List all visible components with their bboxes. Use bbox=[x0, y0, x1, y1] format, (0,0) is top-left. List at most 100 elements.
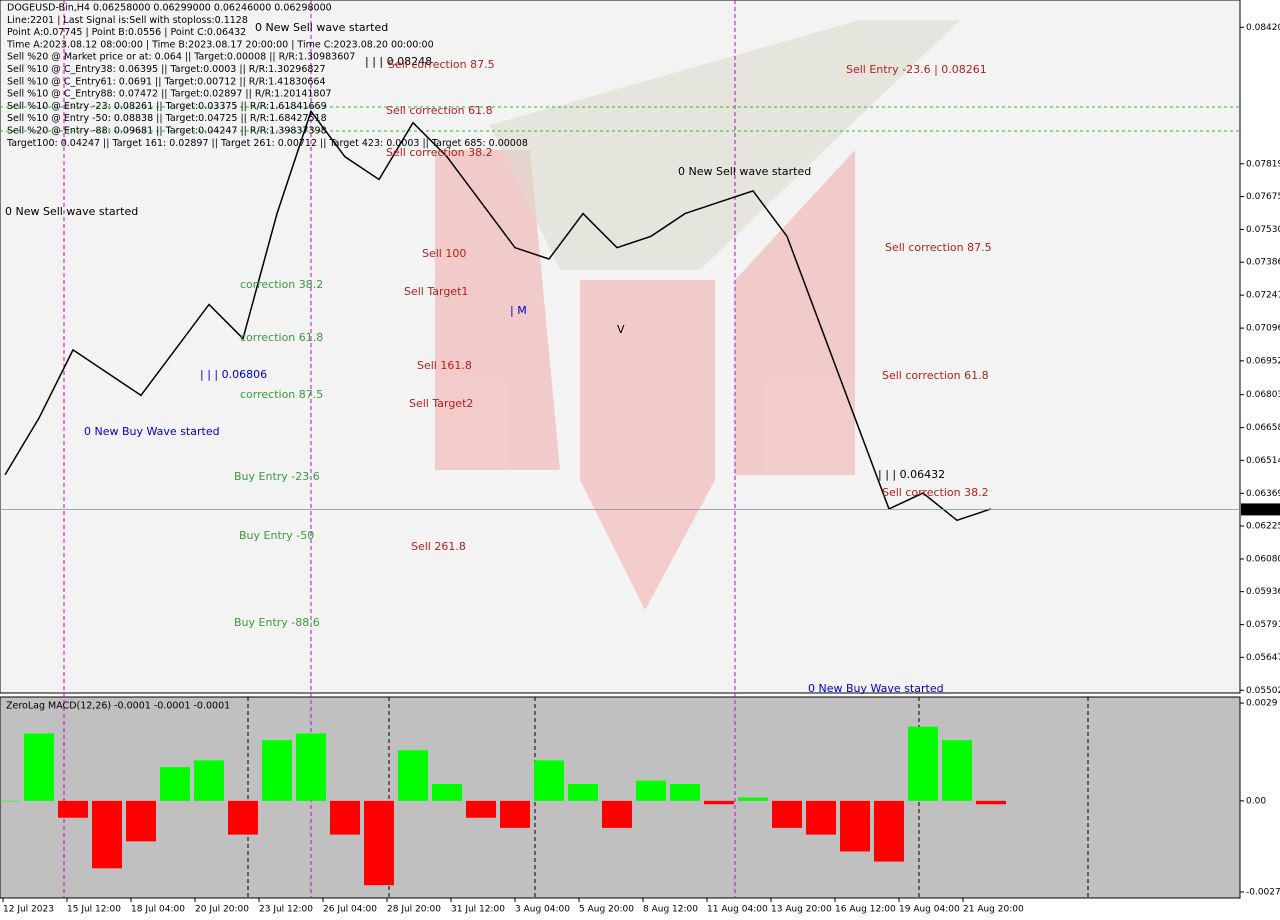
macd-bar bbox=[58, 800, 88, 818]
macd-bar bbox=[602, 800, 632, 828]
y-tick-label: 0.06514 bbox=[1246, 456, 1280, 466]
y-tick-label: 0.00 bbox=[1246, 796, 1266, 806]
x-tick-label: 28 Jul 20:00 bbox=[387, 905, 441, 915]
y-tick-label: 0.07241 bbox=[1246, 291, 1280, 301]
info-line: Point A:0.07745 | Point B:0.0556 | Point… bbox=[7, 27, 246, 38]
y-tick-label: 0.06080 bbox=[1246, 554, 1280, 564]
y-tick-label: 0.07530 bbox=[1246, 225, 1280, 235]
y-tick-label: 0.05936 bbox=[1246, 587, 1280, 597]
watermark-shape bbox=[490, 20, 960, 270]
annotation: Buy Entry -23.6 bbox=[234, 470, 320, 483]
y-tick-label: 0.06952 bbox=[1246, 356, 1280, 366]
annotation: Sell correction 87.5 bbox=[388, 58, 495, 71]
current-price-box bbox=[1241, 503, 1280, 516]
macd-bar bbox=[126, 800, 156, 842]
macd-bar bbox=[942, 740, 972, 801]
x-tick-label: 12 Jul 2023 bbox=[3, 905, 54, 915]
macd-bar bbox=[398, 750, 428, 801]
macd-title: ZeroLag MACD(12,26) -0.0001 -0.0001 -0.0… bbox=[6, 701, 230, 712]
watermark-shape bbox=[580, 280, 715, 610]
annotation: Sell 161.8 bbox=[417, 359, 472, 372]
x-tick-label: 19 Aug 04:00 bbox=[899, 905, 960, 915]
price-panel bbox=[0, 0, 1241, 694]
info-line: Time A:2023.08.12 08:00:00 | Time B:2023… bbox=[6, 39, 434, 50]
macd-bar bbox=[92, 800, 122, 869]
annotation: Buy Entry -88.6 bbox=[234, 616, 320, 629]
macd-bar bbox=[738, 797, 768, 801]
watermark-shape bbox=[435, 150, 560, 470]
y-tick-label: 0.07675 bbox=[1246, 192, 1280, 202]
annotation: 0 New Buy Wave started bbox=[84, 425, 220, 438]
y-tick-label: 0.06225 bbox=[1246, 521, 1280, 531]
x-tick-label: 3 Aug 04:00 bbox=[515, 905, 570, 915]
macd-bar bbox=[636, 780, 666, 801]
y-tick-label: 0.05502 bbox=[1246, 686, 1280, 696]
macd-bar bbox=[534, 760, 564, 801]
y-tick-label: 0.05791 bbox=[1246, 620, 1280, 630]
macd-bar bbox=[364, 800, 394, 886]
price-line bbox=[4, 109, 992, 522]
macd-bar bbox=[262, 740, 292, 801]
y-tick-label: 0.06658 bbox=[1246, 423, 1280, 433]
macd-bar bbox=[296, 733, 326, 801]
annotation: Sell correction 61.8 bbox=[882, 369, 989, 382]
macd-bar bbox=[0, 800, 20, 802]
y-tick-label: -0.0027 bbox=[1246, 887, 1280, 897]
annotation: | | | 0.06432 bbox=[878, 468, 945, 481]
watermark bbox=[435, 20, 960, 610]
y-tick-label: 0.05647 bbox=[1246, 653, 1280, 663]
macd-bar bbox=[466, 800, 496, 818]
annotation: Sell correction 61.8 bbox=[386, 104, 493, 117]
macd-bar bbox=[874, 800, 904, 862]
annotation: correction 87.5 bbox=[240, 388, 323, 401]
layer: 0.08420 0.07819 0.07675 0.07530 0.07386 0.072… bbox=[0, 3, 1280, 915]
x-tick-label: 21 Aug 20:00 bbox=[963, 905, 1024, 915]
x-tick-label: 16 Aug 12:00 bbox=[835, 905, 896, 915]
x-tick-label: 31 Jul 12:00 bbox=[451, 905, 505, 915]
macd-bar bbox=[500, 800, 530, 828]
annotation: Sell Target1 bbox=[404, 285, 468, 298]
info-line: Sell %10 @ Entry -50: 0.08838 || Target:… bbox=[7, 113, 327, 124]
annotation: Sell correction 87.5 bbox=[885, 241, 992, 254]
annotation: correction 38.2 bbox=[240, 278, 323, 291]
macd-bar bbox=[840, 800, 870, 852]
info-line: Sell %10 @ C_Entry61: 0.0691 || Target:0… bbox=[7, 76, 326, 87]
current-price-label: 0.06298 bbox=[1243, 505, 1280, 515]
macd-bar bbox=[568, 784, 598, 801]
annotation: Sell correction 38.2 bbox=[386, 146, 493, 159]
annotation: Sell Target2 bbox=[409, 397, 473, 410]
x-tick-label: 15 Jul 12:00 bbox=[67, 905, 121, 915]
macd-bar bbox=[194, 760, 224, 801]
info-line: Sell %20 @ Market price or at: 0.064 || … bbox=[7, 52, 355, 63]
x-tick-label: 26 Jul 04:00 bbox=[323, 905, 377, 915]
annotation: | | | 0.08248 bbox=[365, 55, 432, 68]
macd-bar bbox=[670, 784, 700, 801]
info-line: Sell %10 @ C_Entry38: 0.06395 || Target:… bbox=[7, 64, 326, 75]
y-tick-label: 0.0029 bbox=[1246, 699, 1278, 709]
info-line: Target100: 0.04247 || Target 161: 0.0289… bbox=[6, 138, 528, 149]
macd-bar bbox=[772, 800, 802, 828]
macd-bar bbox=[228, 800, 258, 835]
y-tick-label: 0.06803 bbox=[1246, 390, 1280, 400]
info-line: Sell %10 @ Entry -23: 0.08261 || Target:… bbox=[7, 101, 327, 112]
annotation: V bbox=[617, 323, 625, 336]
info-line: Sell %10 @ C_Entry88: 0.07472 || Target:… bbox=[7, 89, 332, 100]
info-line: DOGEUSD-Bin,H4 0.06258000 0.06299000 0.0… bbox=[7, 3, 332, 14]
info-line: Line:2201 | Last Signal is:Sell with sto… bbox=[7, 15, 248, 26]
y-tick-label: 0.06369 bbox=[1246, 489, 1280, 499]
x-tick-label: 5 Aug 20:00 bbox=[579, 905, 634, 915]
annotation: Sell 100 bbox=[422, 247, 466, 260]
annotation: 0 New Sell wave started bbox=[5, 205, 138, 218]
annotation: Sell 261.8 bbox=[411, 540, 466, 553]
annotation: 0 New Sell wave started bbox=[255, 21, 388, 34]
macd-bar bbox=[806, 800, 836, 835]
annotation: | | | 0.06806 bbox=[200, 368, 267, 381]
annotation: 0 New Sell wave started bbox=[678, 165, 811, 178]
x-tick-label: 18 Jul 04:00 bbox=[131, 905, 185, 915]
y-tick-label: 0.07096 bbox=[1246, 324, 1280, 334]
annotation: Buy Entry -50 bbox=[239, 529, 314, 542]
y-tick-label: 0.08420 bbox=[1246, 23, 1280, 33]
annotation: Sell Entry -23.6 | 0.08261 bbox=[846, 63, 987, 76]
x-tick-label: 11 Aug 04:00 bbox=[707, 905, 768, 915]
